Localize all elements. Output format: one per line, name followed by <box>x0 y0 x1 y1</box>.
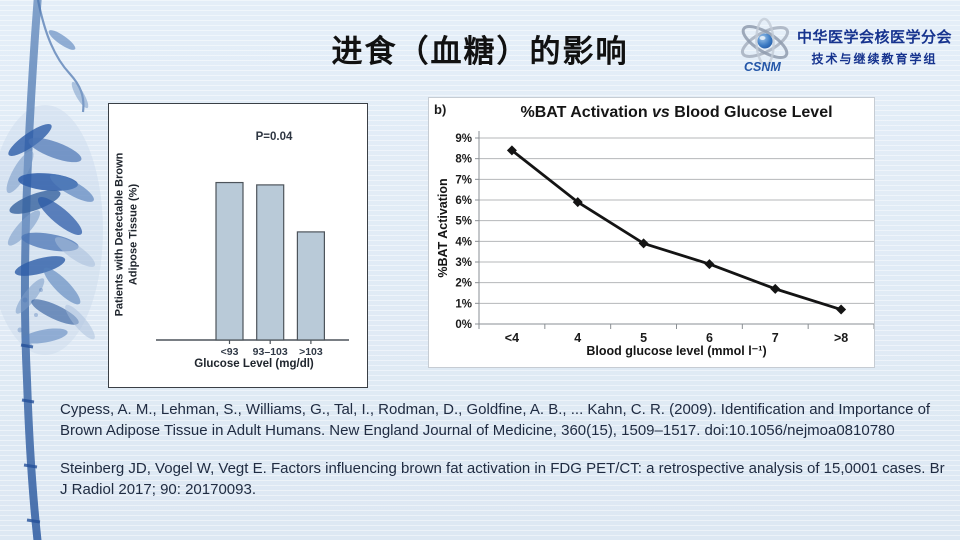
data-point-marker <box>704 259 715 270</box>
csnm-acronym: CSNM <box>744 60 781 74</box>
y-tick-label: 1% <box>455 298 472 310</box>
line-chart-plot: 0% 1% 2% 3% 4% 5% 6% 7% 8% 9% <4 4 5 6 7 >8 <box>455 131 874 345</box>
csnm-logo: CSNM 中华医学会核医学分会 技术与继续教育学组 <box>737 16 956 76</box>
logo-sub-name: 技术与继续教育学组 <box>811 51 938 66</box>
citation-steinberg-line2: J Radiol 2017; 90: 20170093. <box>60 481 256 498</box>
logo-text: 中华医学会核医学分会 技术与继续教育学组 <box>797 26 956 67</box>
bar <box>215 181 244 341</box>
citation-cypess-line1: Cypess, A. M., Lehman, S., Williams, G.,… <box>60 401 931 418</box>
y-tick-label: 6% <box>455 195 472 207</box>
slide-title: 进食（血糖）的影响 <box>331 34 629 69</box>
bar-chart-x-axis-label: Glucose Level (mg/dl) <box>194 358 314 370</box>
line-chart-y-axis-label: %BAT Activation <box>436 178 450 278</box>
citation-cypess: Cypess, A. M., Lehman, S., Williams, G.,… <box>60 399 955 441</box>
line-chart-title-suffix: Blood Glucose Level <box>669 104 833 121</box>
bar <box>296 231 325 341</box>
bamboo-stalk <box>20 0 42 540</box>
bar-chart-y-axis-label: Patients with Detectable Brown Adipose T… <box>114 145 141 325</box>
data-point-marker <box>836 304 847 315</box>
y-tick-label: 8% <box>455 154 472 166</box>
line-chart-x-axis-label: Blood glucose level (mmol l⁻¹) <box>586 344 767 358</box>
bar-tick-label: 93–103 <box>253 346 288 358</box>
x-tick-label: 6 <box>706 331 713 345</box>
bar-chart-panel: <93 93–103 >103 P=0.04 Patients with Detec… <box>108 103 368 388</box>
x-tick-label: 5 <box>640 331 647 345</box>
x-tick-label: >8 <box>834 331 848 345</box>
y-tick-label: 2% <box>455 278 472 290</box>
bar-tick-label: >103 <box>299 346 323 358</box>
data-point-marker <box>770 283 781 294</box>
bar-chart-y-axis-label-line1: Patients with Detectable Brown <box>113 152 126 317</box>
x-tick-label: 7 <box>772 331 779 345</box>
bamboo-speckles <box>17 288 43 347</box>
csnm-atom-icon: CSNM <box>740 17 790 74</box>
x-tick-label: <4 <box>505 331 519 345</box>
subfigure-label: b) <box>434 102 447 117</box>
y-tick-label: 0% <box>455 319 472 331</box>
data-point-marker <box>638 238 649 249</box>
y-tick-label: 4% <box>455 236 472 248</box>
y-tick-label: 5% <box>455 216 472 228</box>
bamboo-leaves <box>6 30 96 344</box>
y-tick-label: 3% <box>455 257 472 269</box>
citations-block: Cypess, A. M., Lehman, S., Williams, G.,… <box>60 399 955 500</box>
p-value-label: P=0.04 <box>255 131 293 143</box>
data-line <box>511 149 842 311</box>
data-point-marker <box>572 197 583 208</box>
bar-chart-plot: <93 93–103 >103 <box>156 181 349 358</box>
line-chart-title-vs: vs <box>652 104 670 121</box>
bar <box>256 184 285 341</box>
line-chart-panel: 0% 1% 2% 3% 4% 5% 6% 7% 8% 9% <4 4 5 6 7 >8 b) %BAT Act… <box>428 97 875 368</box>
y-tick-label: 7% <box>455 174 472 186</box>
citation-steinberg: Steinberg JD, Vogel W, Vegt E. Factors i… <box>60 458 955 500</box>
y-tick-label: 9% <box>455 133 472 145</box>
citation-cypess-line2: Brown Adipose Tissue in Adult Humans. Ne… <box>60 422 895 439</box>
bamboo-watercolor-art <box>0 0 103 540</box>
data-point-marker <box>506 145 517 156</box>
line-chart-title-prefix: %BAT Activation <box>520 104 653 121</box>
bar-tick-label: <93 <box>221 346 239 358</box>
logo-org-name: 中华医学会核医学分会 <box>796 28 952 46</box>
line-chart-title: %BAT Activation vs Blood Glucose Level <box>479 104 874 122</box>
bamboo-nodes <box>20 343 41 524</box>
bar-chart-y-axis-label-line2: Adipose Tissue (%) <box>127 183 139 286</box>
citation-steinberg-line1: Steinberg JD, Vogel W, Vegt E. Factors i… <box>60 460 945 477</box>
x-tick-label: 4 <box>574 331 581 345</box>
